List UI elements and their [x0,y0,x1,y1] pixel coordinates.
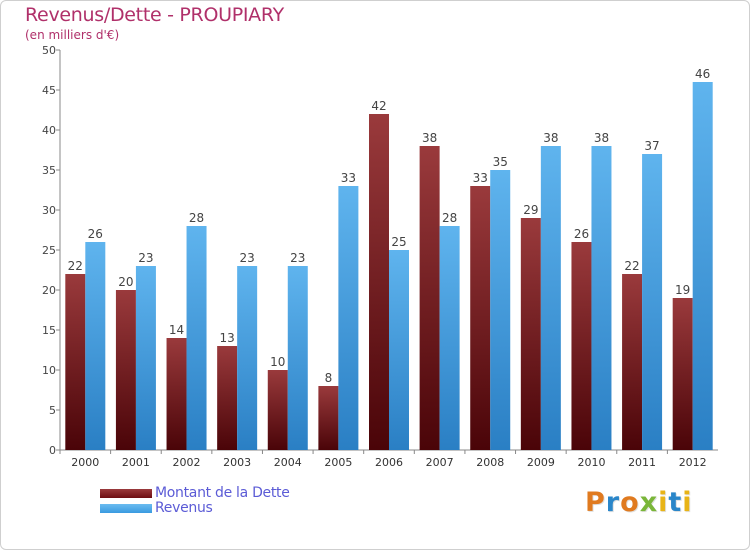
data-label-revenus: 46 [695,67,710,81]
logo-letter: r [605,487,621,518]
logo-letter: i [682,487,693,518]
y-tick-label: 25 [42,244,56,257]
data-label-revenus: 38 [594,131,609,145]
y-tick-label: 50 [42,44,56,57]
bar-revenus [439,226,460,450]
y-tick-label: 0 [49,444,56,457]
data-label-revenus: 23 [290,251,305,265]
bar-dette [318,386,339,450]
bar-dette [115,290,136,450]
y-tick-label: 10 [42,364,56,377]
data-label-revenus: 38 [543,131,558,145]
legend-item-dette: Montant de la Dette [100,485,400,501]
y-tick-label: 35 [42,164,56,177]
data-label-dette: 38 [422,131,437,145]
bar-dette [672,298,693,450]
x-tick-label: 2010 [577,456,605,469]
logo-letter: P [585,487,606,518]
proxiti-logo: Proxiti [585,487,693,518]
bar-revenus [338,186,359,450]
y-tick-label: 40 [42,124,56,137]
data-label-dette: 29 [523,203,538,217]
bar-revenus [591,146,612,450]
bar-dette [622,274,643,450]
data-label-dette: 14 [169,323,184,337]
x-tick-label: 2003 [223,456,251,469]
x-tick-label: 2008 [476,456,504,469]
chart-title: Revenus/Dette - PROUPIARY [25,4,284,26]
data-label-dette: 20 [118,275,133,289]
data-label-dette: 33 [473,171,488,185]
x-tick-label: 2006 [375,456,403,469]
x-tick-label: 2012 [679,456,707,469]
x-tick-label: 2007 [426,456,454,469]
bar-dette [65,274,86,450]
data-label-dette: 19 [675,283,690,297]
logo-letter: o [620,487,640,518]
data-label-revenus: 33 [341,171,356,185]
bar-revenus [642,154,663,450]
y-tick-label: 15 [42,324,56,337]
data-label-revenus: 37 [644,139,659,153]
bar-revenus [85,242,106,450]
data-label-dette: 13 [220,331,235,345]
bar-revenus [287,266,308,450]
data-label-dette: 8 [325,371,333,385]
data-label-revenus: 28 [442,211,457,225]
y-tick-label: 30 [42,204,56,217]
bar-revenus [135,266,156,450]
legend-label-revenus: Revenus [155,500,213,516]
data-label-revenus: 23 [138,251,153,265]
bar-dette [166,338,187,450]
logo-letter: i [658,487,669,518]
chart-subtitle: (en milliers d'€) [25,28,120,42]
logo-letter: t [668,487,683,518]
x-tick-label: 2002 [173,456,201,469]
legend-swatch-dette [100,489,152,498]
y-tick-label: 5 [49,404,56,417]
x-tick-label: 2009 [527,456,555,469]
data-label-revenus: 28 [189,211,204,225]
bar-revenus [186,226,207,450]
x-tick-label: 2011 [628,456,656,469]
data-label-dette: 22 [624,259,639,273]
logo-letter: x [639,487,659,518]
data-label-revenus: 26 [88,227,103,241]
legend: Montant de la Dette Revenus [100,485,400,516]
legend-swatch-revenus [100,504,152,513]
data-label-dette: 42 [371,99,386,113]
y-tick-label: 45 [42,84,56,97]
x-tick-label: 2000 [71,456,99,469]
bar-revenus [540,146,561,450]
legend-item-revenus: Revenus [100,500,400,516]
legend-label-dette: Montant de la Dette [155,485,290,501]
data-label-dette: 22 [68,259,83,273]
x-tick-label: 2005 [324,456,352,469]
data-label-dette: 10 [270,355,285,369]
bar-revenus [490,170,511,450]
x-tick-label: 2004 [274,456,302,469]
bar-dette [369,114,389,450]
data-label-revenus: 25 [391,235,406,249]
y-tick-label: 20 [42,284,56,297]
bar-dette [267,370,288,450]
bar-dette [520,218,541,450]
data-label-revenus: 35 [493,155,508,169]
data-label-dette: 26 [574,227,589,241]
bar-revenus [237,266,258,450]
bar-dette [217,346,238,450]
bar-revenus [692,82,713,450]
bar-revenus [389,250,409,450]
bar-dette [470,186,491,450]
bar-dette [571,242,592,450]
x-tick-label: 2001 [122,456,150,469]
bar-dette [419,146,440,450]
data-label-revenus: 23 [240,251,255,265]
